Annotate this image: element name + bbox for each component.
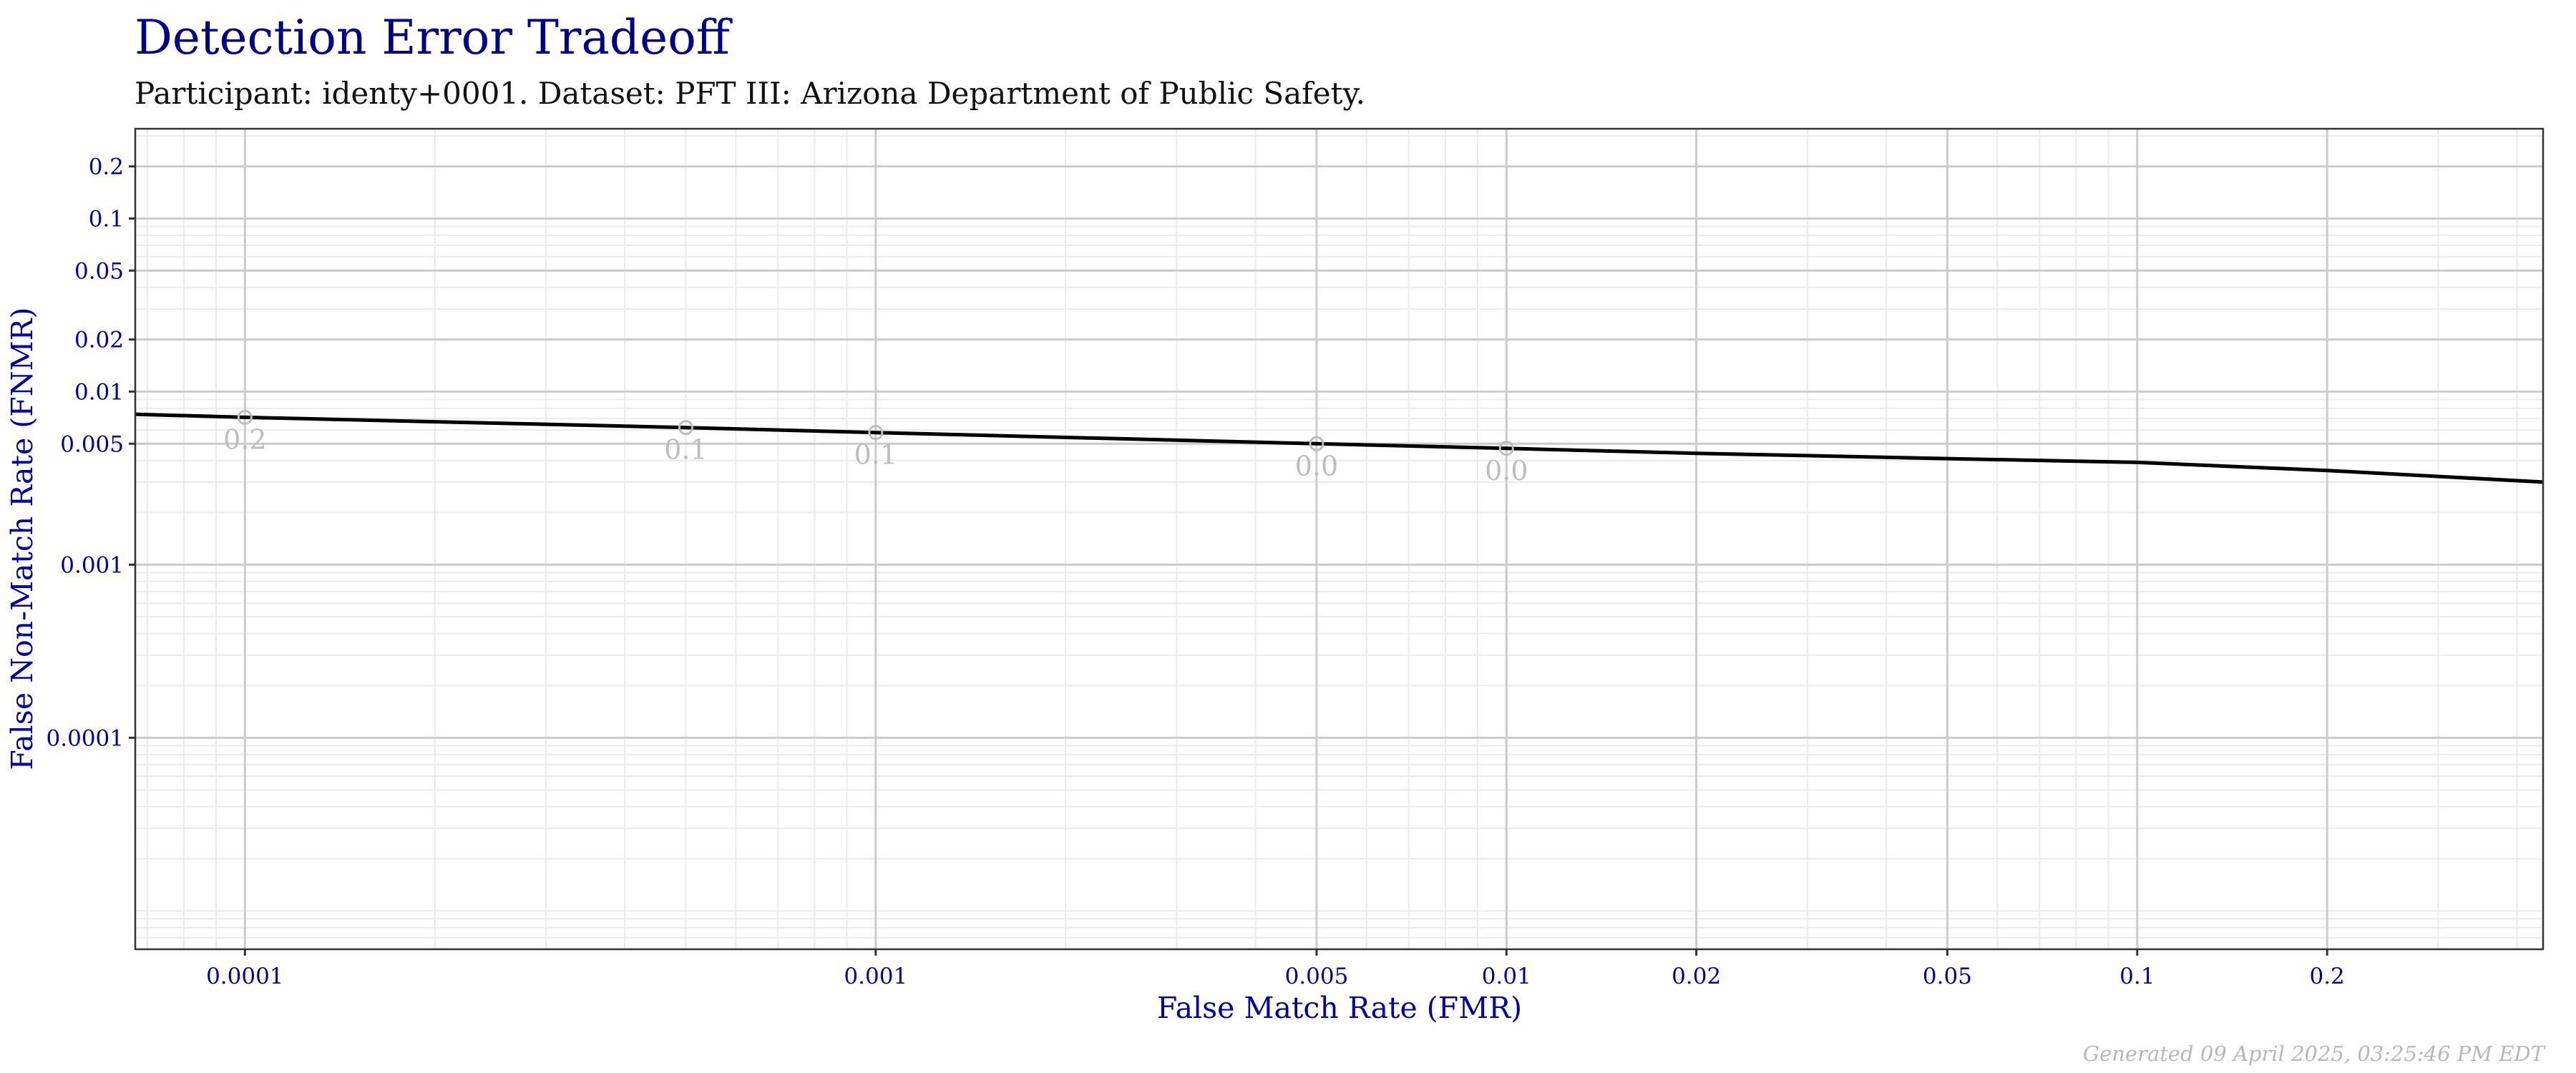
minor-gridlines — [135, 129, 2543, 949]
x-tick-label: 0.01 — [1482, 964, 1531, 989]
x-axis-title: False Match Rate (FMR) — [1157, 991, 1522, 1025]
y-tick-label: 0.05 — [74, 258, 124, 284]
chart-subtitle: Participant: identy+0001. Dataset: PFT I… — [135, 76, 1365, 111]
threshold-point-marker — [1498, 441, 1514, 456]
major-gridlines — [135, 129, 2543, 949]
y-axis-ticks: 0.2 0.1 0.05 0.02 0.01 0.005 0.001 0.0001 — [47, 155, 135, 751]
y-tick-label: 0.1 — [89, 206, 124, 232]
threshold-point-marker — [1309, 436, 1324, 451]
x-axis-ticks: 0.0001 0.001 0.005 0.01 0.02 0.05 0.1 0.2 — [206, 949, 2345, 989]
x-tick-label: 0.05 — [1923, 964, 1972, 989]
det-curve-group — [135, 412, 2544, 484]
chart-title: Detection Error Tradeoff — [135, 10, 733, 65]
y-tick-label: 0.001 — [60, 552, 124, 578]
det-curve-line — [135, 412, 2544, 484]
x-tick-label: 0.001 — [844, 964, 907, 989]
threshold-point-label: 0.1 — [854, 439, 897, 471]
threshold-points: 0.2 0.1 0.1 0.0 0.0 — [223, 409, 1528, 486]
plot-panel-border — [134, 127, 2545, 951]
threshold-point-label: 0.1 — [664, 434, 707, 466]
x-tick-label: 0.2 — [2309, 964, 2344, 989]
threshold-point-marker — [678, 420, 693, 436]
threshold-point-marker — [237, 409, 253, 425]
x-tick-label: 0.1 — [2119, 964, 2155, 989]
y-tick-label: 0.01 — [74, 379, 124, 405]
x-tick-label: 0.005 — [1285, 964, 1349, 989]
generated-footer: Generated 09 April 2025, 03:25:46 PM EDT — [2083, 1042, 2547, 1066]
x-tick-label: 0.0001 — [206, 964, 283, 989]
y-tick-label: 0.2 — [89, 155, 124, 180]
threshold-point-marker — [868, 425, 884, 441]
x-tick-label: 0.02 — [1672, 964, 1721, 989]
y-tick-label: 0.005 — [60, 431, 124, 457]
y-axis-title: False Non-Match Rate (FNMR) — [5, 308, 39, 770]
threshold-point-label: 0.2 — [223, 423, 266, 455]
threshold-point-label: 0.0 — [1485, 455, 1528, 486]
y-tick-label: 0.0001 — [47, 725, 124, 751]
y-tick-label: 0.02 — [74, 328, 124, 353]
threshold-point-label: 0.0 — [1295, 450, 1338, 481]
